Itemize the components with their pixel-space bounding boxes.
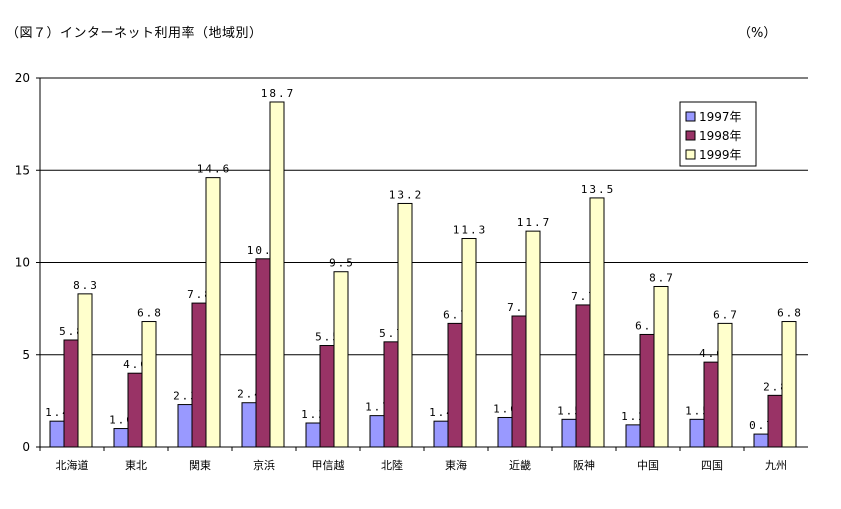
chart-title: （図７）インターネット利用率（地域別） (6, 26, 263, 41)
data-label: 7.1 (507, 301, 533, 314)
data-label: 6.1 (635, 319, 661, 332)
data-label: 5.5 (315, 331, 341, 344)
bar-1998年-甲信越 (319, 345, 335, 448)
data-label: 18.7 (261, 87, 296, 100)
data-label: 8.3 (73, 279, 99, 292)
data-label: 9.5 (329, 257, 355, 270)
data-label: 1.3 (301, 408, 327, 421)
data-label: 1.6 (493, 402, 519, 415)
data-label: 7.7 (571, 290, 597, 303)
bar-1999年-京浜 (269, 101, 285, 448)
bar-1998年-北海道 (63, 339, 79, 448)
bar-1998年-阪神 (575, 304, 591, 448)
data-label: 1.5 (685, 404, 711, 417)
bar-1998年-四国 (703, 361, 719, 448)
bar-1998年-東北 (127, 372, 143, 448)
data-label: 4.6 (699, 347, 725, 360)
category-label: 東海 (445, 458, 467, 472)
bar-1997年-北海道 (49, 420, 65, 448)
y-tick-label: 5 (22, 348, 30, 362)
bar-1998年-東海 (447, 322, 463, 448)
bar-1998年-中国 (639, 333, 655, 448)
data-label: 6.8 (777, 307, 803, 320)
category-label: 甲信越 (312, 458, 345, 472)
legend-swatch-1998年 (685, 130, 696, 141)
bar-1999年-近畿 (525, 230, 541, 448)
bar-1999年-四国 (717, 322, 733, 448)
bar-1997年-東海 (433, 420, 449, 448)
data-label: 1.7 (365, 401, 391, 414)
bar-1999年-甲信越 (333, 271, 349, 448)
bar-1997年-九州 (753, 433, 769, 448)
data-label: 5.7 (379, 327, 405, 340)
category-label: 東北 (125, 459, 147, 472)
y-tick-label: 20 (15, 71, 30, 85)
bar-1997年-阪神 (561, 418, 577, 448)
data-label: 11.3 (453, 224, 488, 237)
y-tick-label: 0 (22, 440, 30, 454)
bar-1999年-中国 (653, 285, 669, 448)
legend-swatch-1997年 (685, 111, 696, 122)
category-label: 阪神 (573, 458, 595, 472)
bar-1997年-近畿 (497, 416, 513, 448)
bar-1997年-関東 (177, 404, 193, 448)
data-label: 2.3 (173, 390, 199, 403)
data-label: 1.2 (621, 410, 647, 423)
data-label: 6.7 (713, 308, 739, 321)
data-label: 2.8 (763, 380, 789, 393)
data-label: 1.0 (109, 414, 135, 427)
data-label: 1.4 (429, 406, 455, 419)
bar-1998年-関東 (191, 302, 207, 448)
legend-label: 1998年 (699, 129, 742, 143)
data-label: 1.4 (45, 406, 71, 419)
bar-1999年-東北 (141, 321, 157, 448)
category-label: 北陸 (381, 459, 403, 472)
data-label: 2.4 (237, 388, 263, 401)
data-label: 14.6 (197, 163, 232, 176)
data-label: 13.5 (581, 183, 616, 196)
bar-1997年-甲信越 (305, 422, 321, 448)
data-label: 0.7 (749, 419, 775, 432)
y-tick-label: 10 (15, 256, 30, 270)
legend-swatch-1999年 (685, 149, 696, 160)
bar-1999年-北海道 (77, 293, 93, 448)
category-label: 四国 (701, 459, 723, 472)
bar-1997年-北陸 (369, 415, 385, 448)
legend-label: 1999年 (699, 148, 742, 162)
data-label: 7.8 (187, 288, 213, 301)
bar-1999年-関東 (205, 177, 221, 448)
data-label: 1.5 (557, 404, 583, 417)
data-label: 6.8 (137, 307, 163, 320)
category-label: 京浜 (253, 458, 275, 472)
bar-1998年-京浜 (255, 258, 271, 448)
bar-1998年-近畿 (511, 315, 527, 448)
category-label: 北海道 (56, 458, 89, 472)
bar-1999年-九州 (781, 321, 797, 448)
bar-1998年-九州 (767, 394, 783, 448)
bar-1997年-京浜 (241, 402, 257, 448)
data-label: 6.7 (443, 308, 469, 321)
data-label: 11.7 (517, 216, 552, 229)
bar-1999年-阪神 (589, 197, 605, 448)
bar-1999年-北陸 (397, 202, 413, 448)
legend-label: 1997年 (699, 110, 742, 124)
category-label: 近畿 (509, 458, 531, 472)
bar-1997年-東北 (113, 428, 129, 448)
data-label: 8.7 (649, 271, 675, 284)
bar-1999年-東海 (461, 238, 477, 448)
unit-label: （%） (738, 26, 777, 41)
category-label: 中国 (637, 459, 659, 472)
bar-1997年-四国 (689, 418, 705, 448)
y-tick-label: 15 (15, 163, 30, 177)
data-label: 13.2 (389, 188, 424, 201)
data-label: 5.8 (59, 325, 85, 338)
category-label: 関東 (189, 459, 211, 472)
category-label: 九州 (765, 459, 787, 472)
bar-1997年-中国 (625, 424, 641, 448)
data-label: 4.0 (123, 358, 149, 371)
bar-1998年-北陸 (383, 341, 399, 448)
